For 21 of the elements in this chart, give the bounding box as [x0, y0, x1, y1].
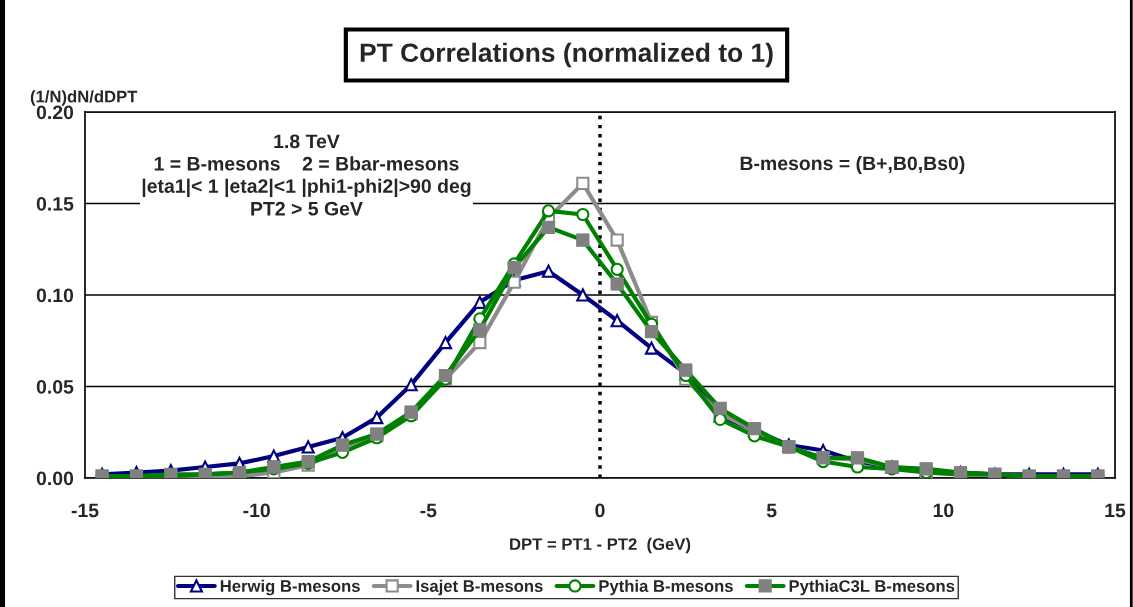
- legend-label: Isajet B-mesons: [416, 579, 543, 596]
- y-tick-label: 0.15: [36, 196, 74, 211]
- x-tick-label: -15: [71, 503, 99, 518]
- legend-label: PythiaC3L B-mesons: [789, 579, 955, 596]
- x-tick-label: -10: [243, 503, 270, 518]
- y-tick-label: 0.10: [36, 288, 74, 303]
- x-tick-label: 0: [595, 503, 605, 518]
- x-tick-label: -5: [420, 503, 437, 518]
- legend-label: Herwig B-mesons: [220, 579, 360, 596]
- y-tick-label: 0.05: [36, 379, 74, 394]
- x-axis-title: DPT = PT1 - PT2 (GeV): [510, 537, 691, 554]
- x-tick-label: 10: [933, 503, 954, 518]
- y-tick-label: 0.20: [36, 105, 74, 120]
- chart-title: PT Correlations (normalized to 1): [360, 42, 773, 68]
- y-axis-title: (1/N)dN/dDPT: [30, 90, 138, 106]
- annotation: 1.8 TeV 1 = B-mesons 2 = Bbar-mesons |eta1|< 1 |eta2|<1 |phi1-phi2|>90 deg PT2 > 5 GeV: [142, 134, 471, 216]
- legend-label: Pythia B-mesons: [599, 579, 733, 596]
- y-tick-label: 0.00: [36, 471, 74, 486]
- annotation: B-mesons = (B+,B0,Bs0): [740, 155, 965, 175]
- x-tick-label: 5: [766, 503, 777, 518]
- x-tick-label: 15: [1105, 503, 1126, 518]
